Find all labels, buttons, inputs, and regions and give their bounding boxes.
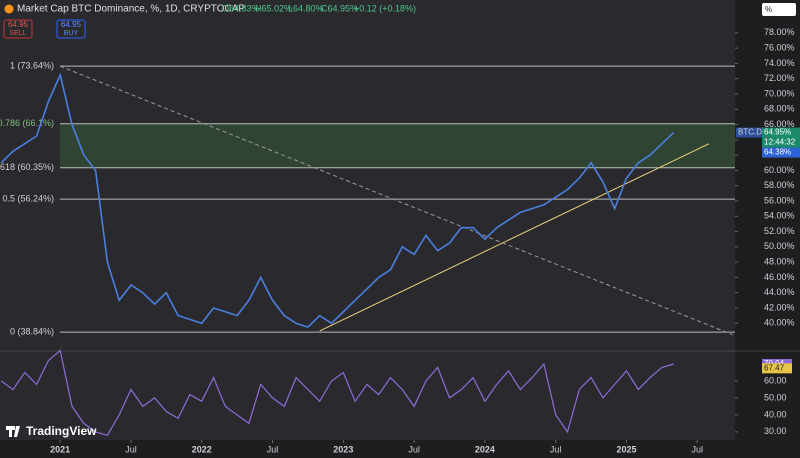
x-tick-label: 2021 xyxy=(50,444,70,454)
ma-label: 64.38% xyxy=(764,148,791,157)
sell-label: SELL xyxy=(9,30,26,37)
x-tick-label: 2024 xyxy=(475,444,495,454)
logo: TradingView xyxy=(26,424,97,438)
fib-label: 0.5 (56.24%) xyxy=(2,194,54,204)
trendline xyxy=(59,65,733,336)
fib-label: 0 (38.84%) xyxy=(10,326,54,336)
time-label: 12:44:32 xyxy=(764,138,796,147)
x-tick-label: Jul xyxy=(267,444,279,454)
rsi-tick-label: 40.00 xyxy=(764,409,787,419)
rsi-tick-label: 60.00 xyxy=(764,375,787,385)
ma-badge xyxy=(762,147,800,158)
x-tick-label: 2022 xyxy=(192,444,212,454)
symbol-badge xyxy=(736,127,762,138)
price-badge xyxy=(762,127,800,148)
fib-label: 0.618 (60.35%) xyxy=(0,162,54,172)
y-tick-label: 50.00% xyxy=(764,241,795,251)
y-tick-label: 48.00% xyxy=(764,256,795,266)
buy-label: BUY xyxy=(64,30,79,37)
fib-zone xyxy=(60,123,735,168)
unit-box xyxy=(762,3,796,16)
x-tick-label: 2023 xyxy=(333,444,353,454)
y-tick-label: 68.00% xyxy=(764,104,795,114)
y-tick-label: 52.00% xyxy=(764,226,795,236)
symbol-icon xyxy=(4,4,14,14)
unit-label: % xyxy=(765,5,772,14)
rsi-tick-label: 30.00 xyxy=(764,426,787,436)
fib-label: 0.786 (66.1%) xyxy=(0,118,54,128)
buy-button[interactable] xyxy=(56,19,86,39)
x-tick-label: Jul xyxy=(408,444,420,454)
y-tick-label: 58.00% xyxy=(764,180,795,190)
x-tick-label: Jul xyxy=(550,444,562,454)
sell-button[interactable] xyxy=(3,19,33,39)
y-tick-label: 44.00% xyxy=(764,287,795,297)
rsi-ma-badge xyxy=(762,363,792,374)
price-label: 64.95% xyxy=(764,128,791,137)
rsi-ma-label: 67.47 xyxy=(764,363,785,372)
y-tick-label: 46.00% xyxy=(764,272,795,282)
axis-background xyxy=(0,440,735,458)
y-tick-label: 42.00% xyxy=(764,302,795,312)
sell-price: 64.95 xyxy=(8,20,29,29)
y-tick-label: 56.00% xyxy=(764,195,795,205)
chart-title: Market Cap BTC Dominance, %, 1D, CRYPTOC… xyxy=(17,4,245,15)
ohlc-value: +0.12 (+0.18%) xyxy=(354,3,416,13)
y-tick-label: 54.00% xyxy=(764,211,795,221)
x-tick-label: Jul xyxy=(125,444,137,454)
ohlc-value: L64.80% xyxy=(288,3,324,13)
x-tick-label: 2025 xyxy=(616,444,636,454)
y-tick-label: 70.00% xyxy=(764,88,795,98)
rsi-tick-label: 50.00 xyxy=(764,392,787,402)
fib-label: 1 (73.64%) xyxy=(10,61,54,71)
symbol-label: BTC.D xyxy=(738,128,762,137)
y-tick-label: 40.00% xyxy=(764,318,795,328)
buy-price: 64.95 xyxy=(61,20,82,29)
y-tick-label: 66.00% xyxy=(764,119,795,129)
y-tick-label: 78.00% xyxy=(764,27,795,37)
x-tick-label: Jul xyxy=(691,444,703,454)
ohlc-value: H65.02% xyxy=(255,3,292,13)
trendline xyxy=(319,143,710,332)
rsi-line xyxy=(0,349,674,437)
y-tick-label: 72.00% xyxy=(764,73,795,83)
axis-background xyxy=(735,0,800,458)
y-tick-label: 76.00% xyxy=(764,43,795,53)
logo-mark xyxy=(6,426,20,437)
y-tick-label: 74.00% xyxy=(764,58,795,68)
price-line xyxy=(0,72,675,329)
ohlc-value: O64.83% xyxy=(222,3,260,13)
y-tick-label: 60.00% xyxy=(764,165,795,175)
ohlc-value: C64.95% xyxy=(321,3,358,13)
plot-background xyxy=(0,0,735,440)
